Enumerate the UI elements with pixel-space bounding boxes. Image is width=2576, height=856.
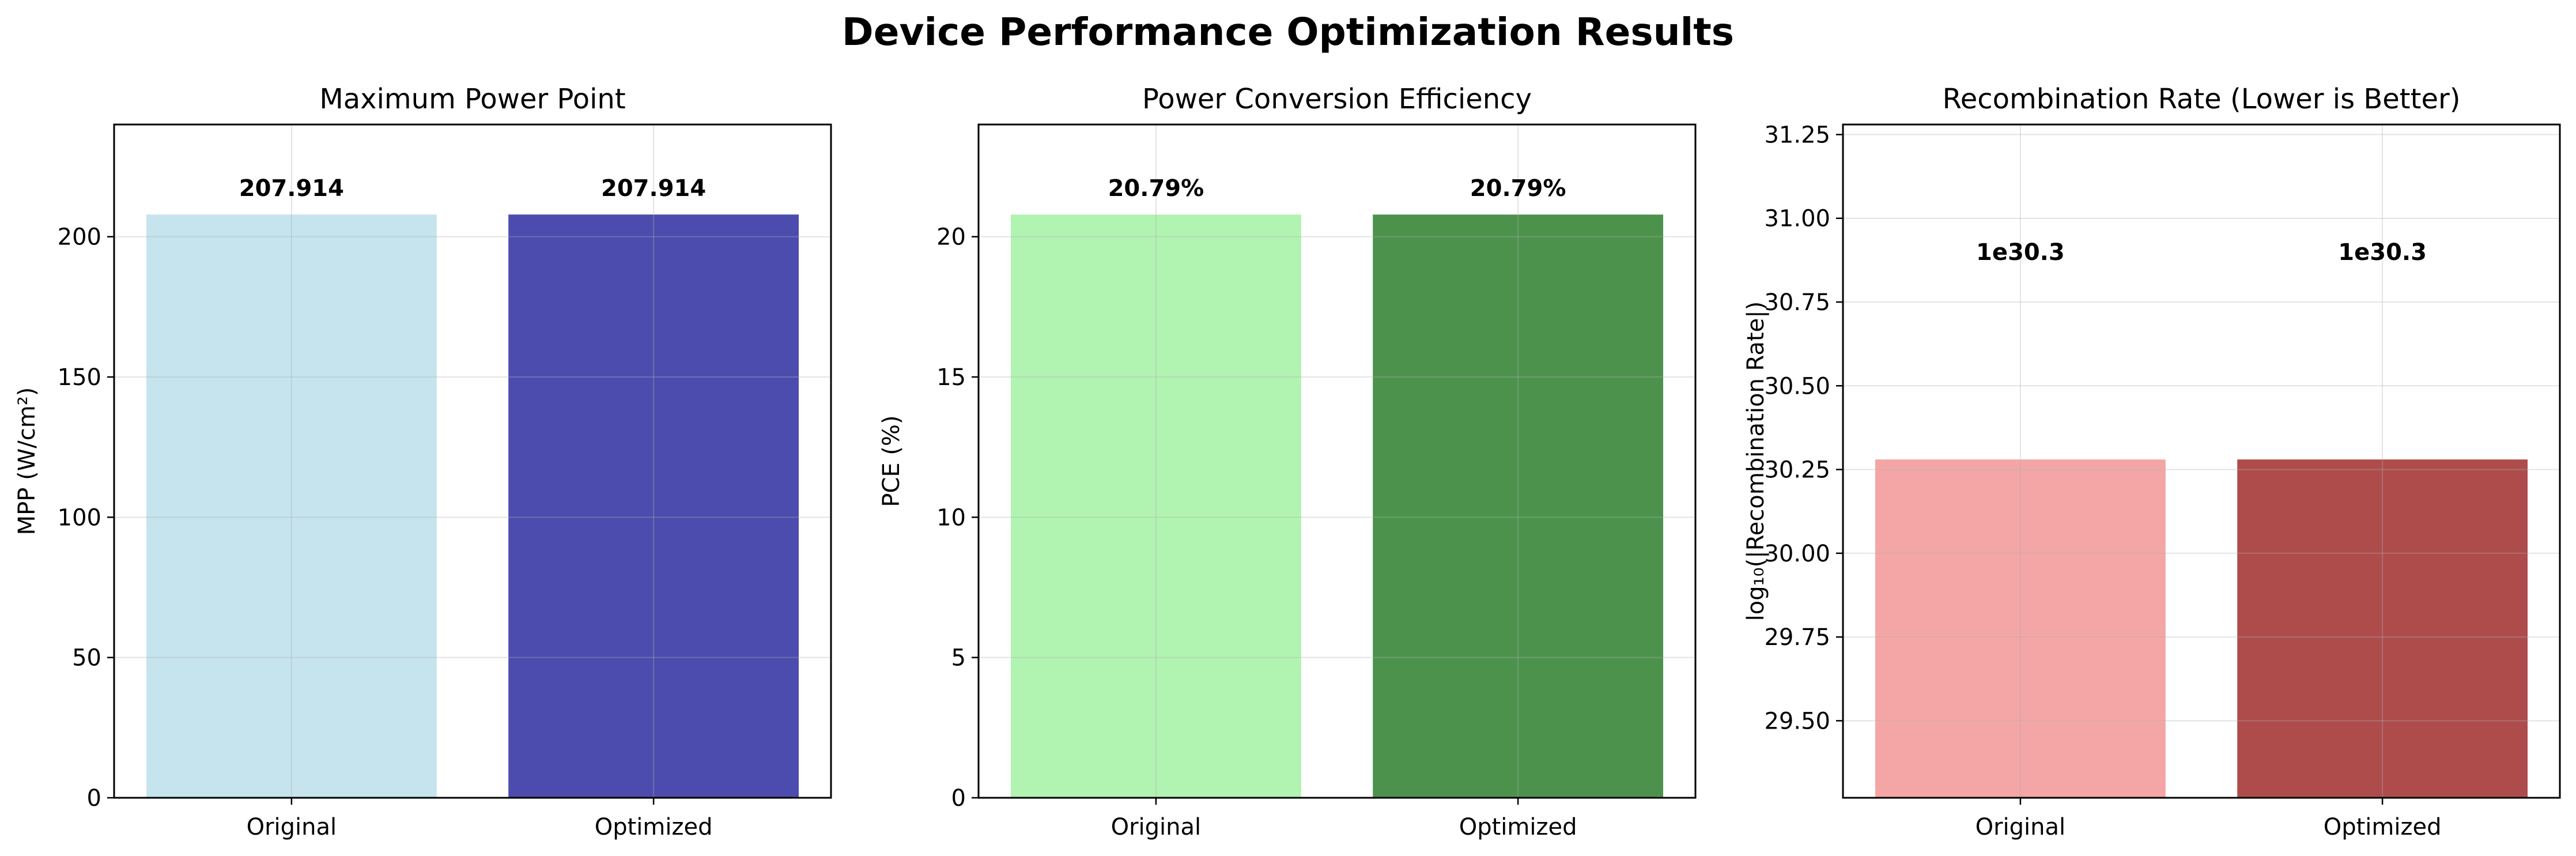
axes-frame	[977, 123, 1697, 799]
y-tick-label: 100	[58, 504, 101, 531]
chart-panel: 29.50 29.75 30.00 30.25 30.50 30.75 31.00 31.25…	[1743, 83, 2561, 840]
y-tick-label: 200	[58, 224, 101, 251]
bar	[146, 214, 437, 798]
bar	[1010, 214, 1301, 798]
x-tick-label: Optimized	[1459, 814, 1577, 840]
x-tick-label: Original	[1976, 814, 2066, 840]
axes-frame	[113, 123, 832, 799]
y-tick-label: 0	[87, 785, 101, 812]
y-tick-label: 31.25	[1764, 122, 1830, 148]
panel-title: Recombination Rate (Lower is Better)	[1943, 83, 2461, 115]
y-tick-label: 29.75	[1764, 624, 1830, 651]
axes-frame	[1842, 123, 2561, 799]
figure-title: Device Performance Optimization Results	[842, 10, 1734, 54]
data-label: 207.914	[601, 175, 706, 202]
x-tick-label: Original	[1111, 814, 1202, 840]
y-tick-label: 15	[936, 364, 966, 391]
y-tick-label: 30.50	[1764, 373, 1830, 399]
y-tick-label: 20	[936, 224, 966, 251]
y-tick-label: 29.50	[1764, 708, 1830, 734]
data-label: 20.79%	[1470, 175, 1566, 202]
y-tick-label: 0	[951, 785, 966, 812]
y-axis-label: log₁₀(|Recombination Rate|)	[1743, 301, 1769, 621]
y-axis-label: PCE (%)	[878, 415, 905, 507]
data-label: 20.79%	[1108, 175, 1204, 202]
data-label: 207.914	[239, 175, 344, 202]
panel-title: Power Conversion Efficiency	[1142, 83, 1532, 115]
chart-panel: 0 50 100 150 200 Original Optimized 207.914 207.…	[14, 83, 832, 840]
y-tick-label: 10	[936, 504, 966, 531]
bar	[2237, 459, 2528, 798]
bar	[1875, 459, 2166, 798]
y-tick-label: 30.25	[1764, 457, 1830, 484]
y-tick-label: 31.00	[1764, 206, 1830, 232]
y-axis-label: MPP (W/cm²)	[14, 387, 40, 536]
panel-title: Maximum Power Point	[319, 83, 625, 115]
x-tick-label: Optimized	[595, 814, 713, 840]
y-tick-label: 30.00	[1764, 541, 1830, 567]
data-label: 1e30.3	[2338, 239, 2427, 266]
y-tick-label: 5	[951, 645, 966, 672]
data-label: 1e30.3	[1976, 239, 2065, 266]
y-tick-label: 150	[58, 364, 101, 391]
x-tick-label: Optimized	[2324, 814, 2442, 840]
y-tick-label: 30.75	[1764, 289, 1830, 316]
bar	[508, 214, 799, 798]
x-tick-label: Original	[247, 814, 337, 840]
chart-panel: 0 5 10 15 20 Original Optimized 20.79% 20.79% Pow…	[878, 83, 1697, 840]
bar	[1373, 214, 1664, 798]
y-tick-label: 50	[72, 645, 101, 672]
